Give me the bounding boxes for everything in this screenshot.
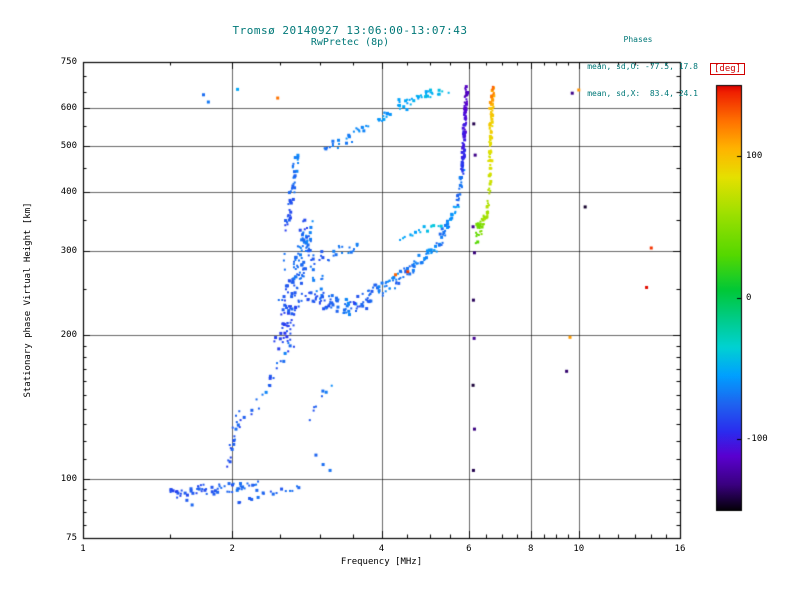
phase-stats-header: Phases [623,35,653,44]
y-tick-label: 750 [60,57,77,67]
y-tick-label: 75 [66,533,77,543]
y-axis-label: Stationary phase Virtual Height [km] [23,202,33,398]
plot-title: Tromsø 20140927 13:06:00-13:07:43 [232,24,468,37]
y-tick-label: 500 [60,140,77,151]
x-tick-label: 2 [229,544,235,554]
phase-stats-x-line: mean, sd,X: 83.4, 24.1 [587,89,698,98]
x-tick-label: 4 [378,544,385,554]
x-tick-label: 10 [573,544,585,554]
y-tick-label: 300 [60,246,77,257]
colorbar-tick-label: 100 [746,150,763,161]
y-tick-label: 600 [60,103,77,114]
y-tick-label: 100 [60,473,77,484]
x-tick-label: 16 [674,544,686,554]
y-tick-label: 200 [60,330,77,341]
x-tick-label: 6 [466,544,472,554]
y-tick-label: 400 [60,186,77,197]
phase-stats: Phases mean, sd,O: -77.5, 17.8 mean, sd,… [578,17,698,116]
phase-stats-o-line: mean, sd,O: -77.5, 17.8 [587,62,698,71]
colorbar-units-label: [deg] [710,63,746,75]
x-tick-label: 1 [80,544,86,554]
x-tick-label: 8 [528,544,534,554]
colorbar-tick-label: 0 [746,292,752,303]
plot-subtitle: RwPretec (8p) [310,37,390,48]
colorbar-tick-label: -100 [746,434,768,445]
x-axis-label: Frequency [MHz] [340,557,423,567]
